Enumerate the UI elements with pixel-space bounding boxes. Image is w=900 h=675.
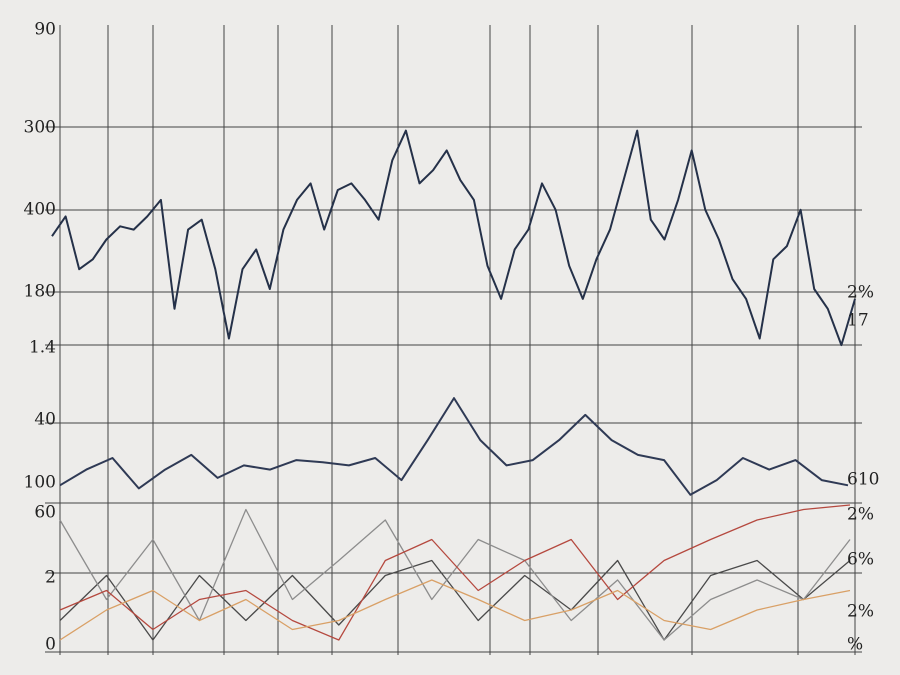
line-series bbox=[59, 559, 851, 641]
y-tick-label: 400 bbox=[24, 200, 56, 220]
y-tick-label: 1.4 bbox=[29, 338, 56, 358]
right-label: 610 bbox=[847, 470, 879, 490]
y-tick-label: 300 bbox=[24, 118, 56, 138]
y-tick-label: 2 bbox=[45, 568, 56, 588]
y-tick-label: 60 bbox=[34, 503, 56, 523]
y-tick-label: 100 bbox=[24, 473, 56, 493]
right-label: 2% bbox=[847, 602, 874, 622]
right-label: % bbox=[847, 635, 863, 655]
right-label: 6% bbox=[847, 550, 874, 570]
line-series bbox=[59, 504, 851, 641]
right-label: 17 bbox=[847, 311, 869, 331]
y-tick-label: 40 bbox=[34, 410, 56, 430]
line-series bbox=[59, 579, 851, 641]
y-tick-label: 180 bbox=[24, 282, 56, 302]
y-tick-label: 0 bbox=[45, 635, 56, 655]
line-series bbox=[59, 397, 849, 496]
right-label: 2% bbox=[847, 505, 874, 525]
line-series bbox=[59, 508, 851, 641]
line-series bbox=[51, 129, 856, 347]
right-label: 2% bbox=[847, 283, 874, 303]
y-tick-label: 90 bbox=[34, 20, 56, 40]
